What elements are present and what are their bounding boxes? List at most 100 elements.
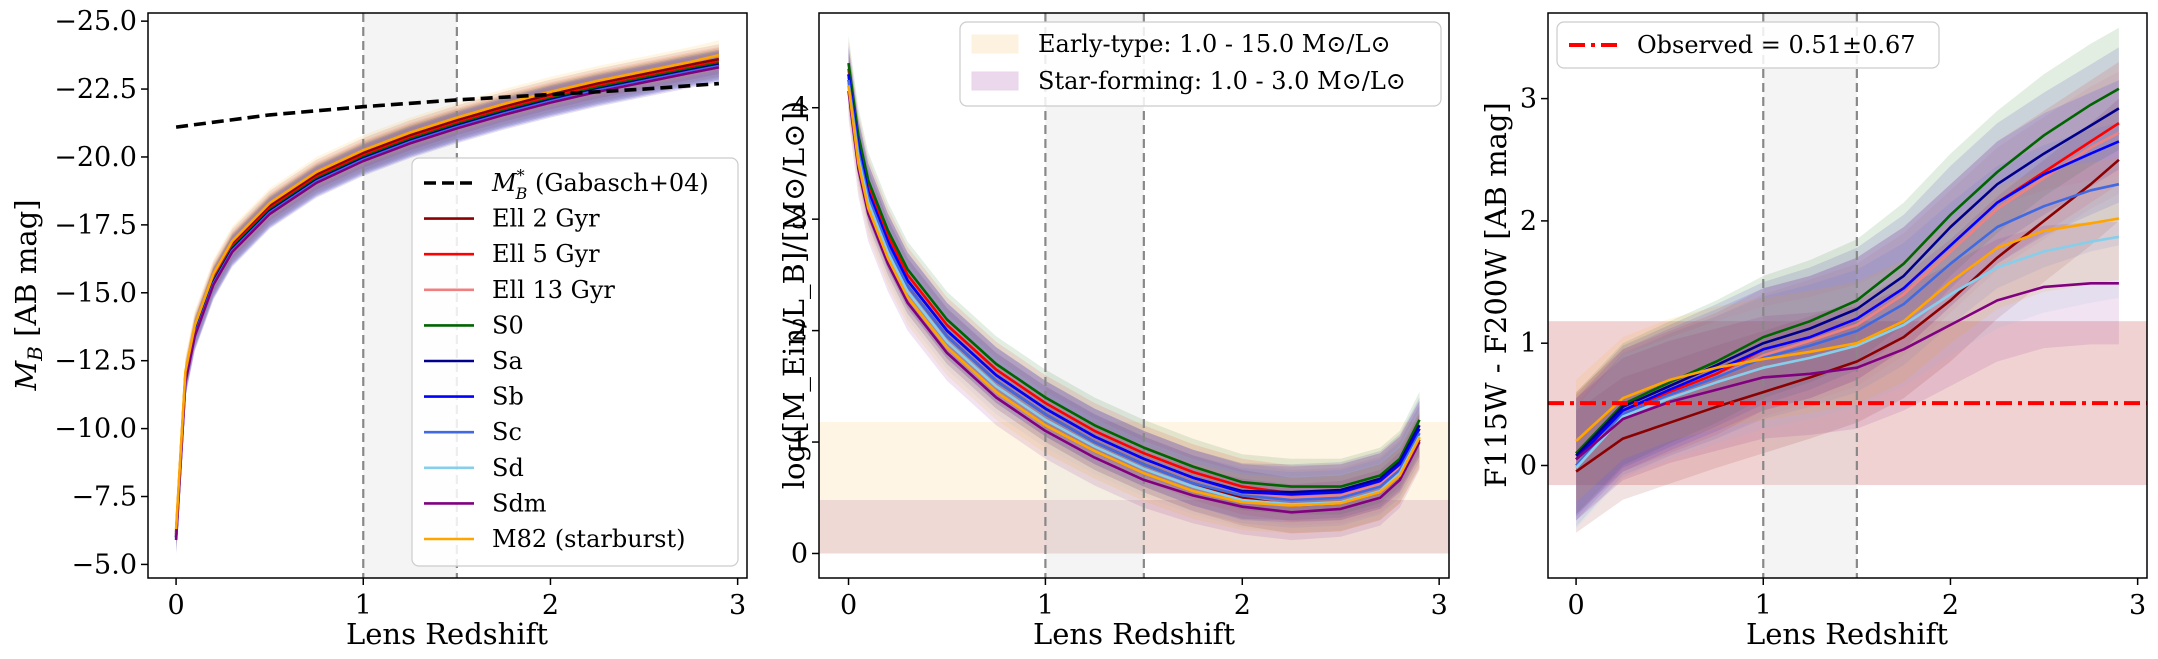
plot-area-magnitude: [174, 13, 720, 578]
legend-label: Observed = 0.51±0.67: [1637, 31, 1916, 59]
y-tick-label: −20.0: [54, 142, 137, 173]
x-tick-label: 0: [1567, 590, 1584, 621]
band-sa: [848, 46, 1420, 521]
band-m82-starburst-: [1576, 157, 2119, 503]
band-ell-5-gyr: [176, 47, 719, 550]
x-tick-label: 0: [840, 590, 857, 621]
series-line-sd: [1575, 235, 2120, 469]
x-axis-label: Lens Redshift: [1746, 617, 1948, 651]
band-ell-5-gyr: [848, 40, 1420, 522]
lens-redshift-window: [1045, 13, 1144, 578]
series-line-ell-2-gyr: [1575, 158, 2120, 473]
legend-swatch: [971, 34, 1019, 54]
x-tick-label: 1: [1755, 590, 1772, 621]
x-tick-label: 1: [1037, 590, 1054, 621]
band-ell-2-gyr: [1576, 98, 2119, 533]
y-tick-label: 4: [791, 93, 808, 124]
panel-color: 0 1 2 3 0 1 2 3 Lens Redshift F115W - F200W [AB…: [1479, 12, 2148, 651]
legend-frame: [411, 157, 739, 567]
plot-area-color: [1548, 13, 2147, 578]
y-tick-label: 3: [1520, 84, 1537, 115]
axes-frame: [1547, 12, 2148, 579]
y-tick-label: −25.0: [54, 6, 137, 37]
legend-frame: [1556, 21, 1940, 69]
y-tick-label: 0: [1520, 450, 1537, 481]
legend-entries: Observed = 0.51±0.67: [1569, 31, 1916, 59]
band-sdm: [1576, 222, 2119, 521]
y-tick-label: 1: [791, 427, 808, 458]
legend-frame: [959, 21, 1442, 107]
band-sb: [848, 46, 1420, 523]
legend-label: Sd: [492, 454, 524, 482]
series-line-sdm: [847, 90, 1421, 514]
series-line-s0: [1575, 87, 2120, 455]
band-sc: [1576, 123, 2119, 527]
y-axis-label: log([M_Ein/L_B]/[M⊙/L⊙]): [777, 101, 812, 489]
legend-label: M* B (Gabasch+04): [491, 166, 709, 203]
lens-redshift-window: [1763, 13, 1857, 578]
y-tick-label: −10.0: [54, 414, 137, 445]
band-m82-starburst-: [848, 57, 1420, 534]
band-ell-2-gyr: [176, 44, 719, 547]
band-sb: [1576, 80, 2119, 521]
y-tick-label: −12.5: [54, 346, 137, 377]
y-axis-label: MB [AB mag]: [9, 199, 47, 391]
x-tick-label: 2: [542, 590, 559, 621]
axes-frame: [818, 12, 1450, 579]
series-line-sc: [1575, 182, 2120, 467]
legend-swatch: [971, 71, 1019, 91]
band-sa: [1576, 47, 2119, 517]
legend-label: Sc: [492, 418, 522, 446]
ticks-mass-to-light: 0 1 2 3 0 1 2 3 4: [791, 93, 1448, 621]
reference-mb-star-line: [175, 81, 720, 129]
series-line-sb: [847, 74, 1421, 496]
plot-area-mass-to-light: [819, 13, 1449, 578]
panel-mass-to-light: 0 1 2 3 0 1 2 3 4 Lens Redshift log([M_Ein/L_B]/…: [777, 12, 1450, 651]
band-s0: [848, 35, 1420, 515]
legend-entries: Early-type: 1.0 - 15.0 M⊙/L⊙ Star-forming…: [971, 30, 1406, 95]
panel-absolute-magnitude: 0 1 2 3 −25.0 −22.5 −20.0 −17.5 −15.0 −12.5 −10.0 −…: [9, 6, 748, 651]
series-line-sa: [1575, 107, 2120, 457]
x-axis-label: Lens Redshift: [1033, 617, 1235, 651]
x-tick-label: 3: [1431, 590, 1448, 621]
y-tick-label: 3: [791, 204, 808, 235]
legend-label: Star-forming: 1.0 - 3.0 M⊙/L⊙: [1038, 67, 1406, 95]
legend-label: Sa: [492, 347, 523, 375]
x-tick-label: 1: [355, 590, 372, 621]
y-tick-label: −22.5: [54, 74, 137, 105]
series-line-s0: [847, 62, 1421, 488]
y-tick-label: 1: [1520, 328, 1537, 359]
axes-frame: [147, 12, 748, 579]
y-tick-label: 0: [791, 538, 808, 569]
legend-mass-to-light: Early-type: 1.0 - 15.0 M⊙/L⊙ Star-forming…: [959, 21, 1442, 107]
series-line-sdm: [174, 66, 720, 541]
series-line-m82-starburst-: [847, 85, 1421, 507]
legend-label: Ell 13 Gyr: [492, 276, 615, 304]
legend-label: Early-type: 1.0 - 15.0 M⊙/L⊙: [1038, 30, 1391, 58]
y-tick-label: 2: [1520, 206, 1537, 237]
band-ell-13-gyr: [848, 46, 1420, 526]
x-tick-label: 2: [1942, 590, 1959, 621]
legend-label: Sb: [492, 383, 524, 411]
band-m82-starburst-: [176, 40, 719, 544]
legend-label: Ell 5 Gyr: [492, 240, 600, 268]
y-axis-label: F115W - F200W [AB mag]: [1479, 102, 1513, 487]
x-axis-label: Lens Redshift: [346, 617, 548, 651]
y-tick-label: 2: [791, 316, 808, 347]
y-tick-label: −5.0: [71, 549, 137, 580]
x-tick-label: 2: [1234, 590, 1251, 621]
legend-magnitude: M* B (Gabasch+04)Ell 2 Gyr Ell 5 Gyr Ell 13…: [411, 157, 739, 567]
series-line-sb: [1575, 140, 2120, 461]
x-tick-label: 3: [729, 590, 746, 621]
x-tick-label: 3: [2129, 590, 2146, 621]
series-line-m82-starburst-: [174, 53, 720, 530]
ticks-color: 0 1 2 3 0 1 2 3: [1520, 84, 2146, 621]
legend-label: S0: [492, 311, 524, 339]
y-tick-label: −15.0: [54, 278, 137, 309]
ticks-magnitude: 0 1 2 3 −25.0 −22.5 −20.0 −17.5 −15.0 −12.5 −10.0 −…: [54, 6, 746, 621]
legend-label: Sdm: [492, 489, 547, 517]
y-tick-label: −17.5: [54, 210, 137, 241]
x-tick-label: 0: [167, 590, 184, 621]
legend-entries: M* B (Gabasch+04)Ell 2 Gyr Ell 5 Gyr Ell 13…: [424, 166, 709, 553]
